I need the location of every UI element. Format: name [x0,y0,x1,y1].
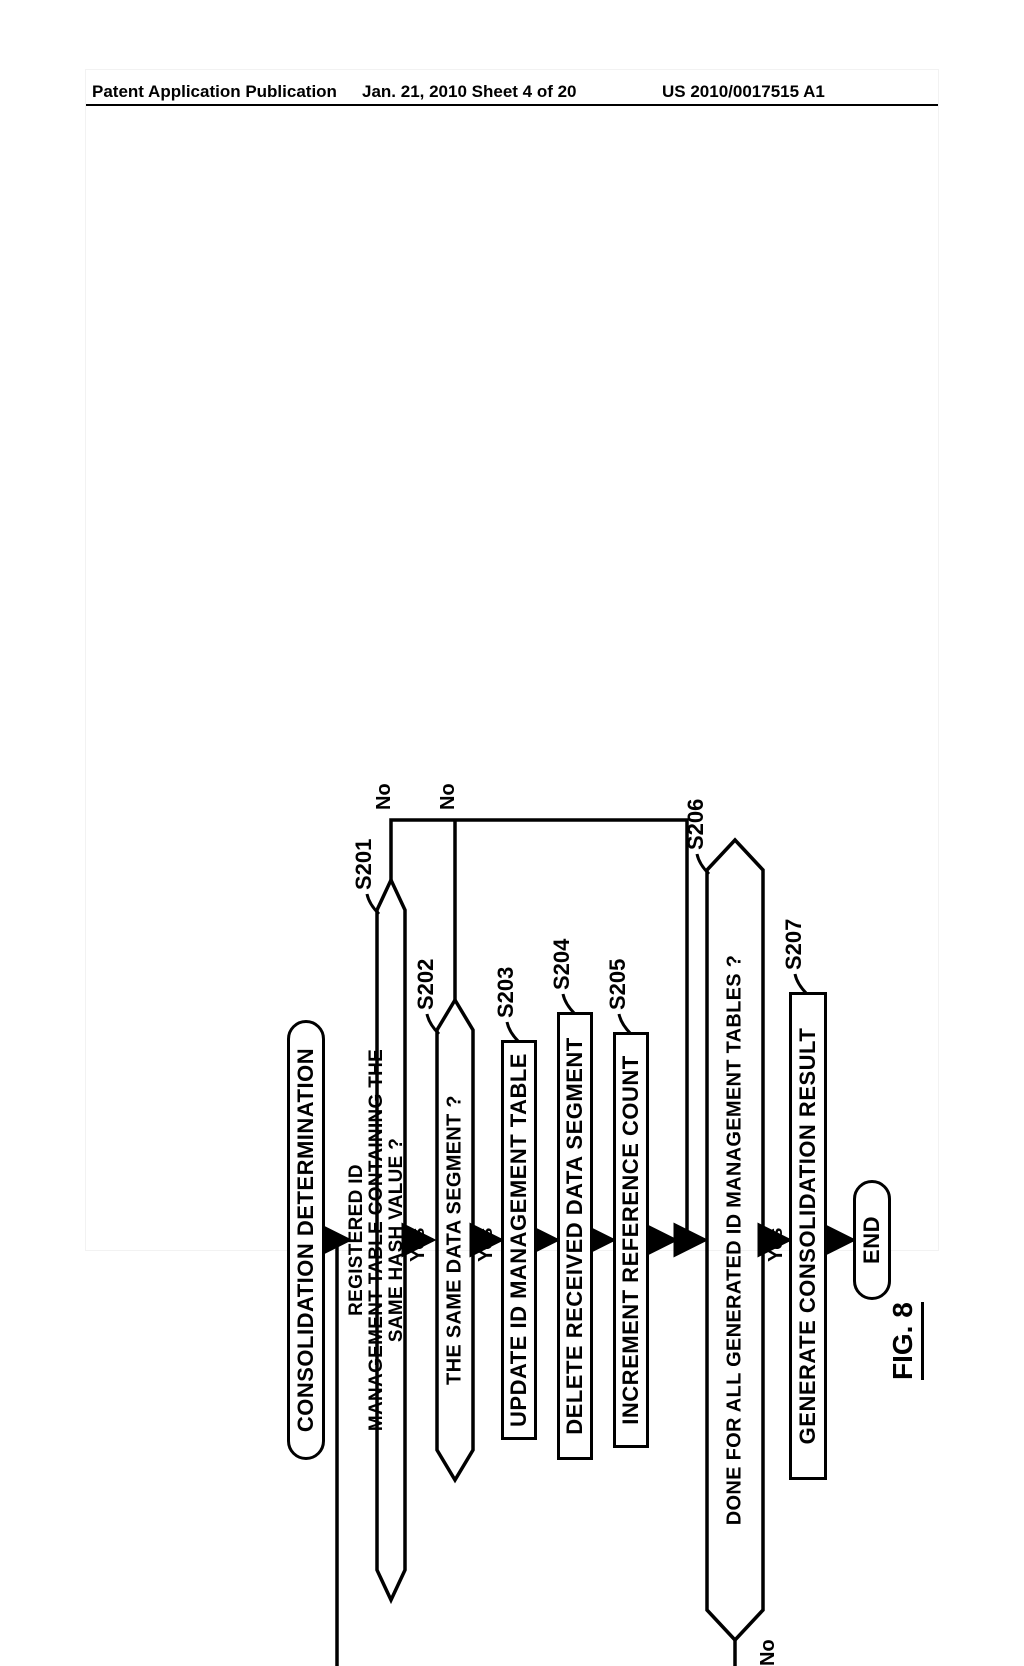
tag-s202: S202 [413,959,439,1010]
process-s205-text: INCREMENT REFERENCE COUNT [618,1055,644,1424]
process-s204: DELETE RECEIVED DATA SEGMENT [557,1012,593,1460]
terminal-start-text: CONSOLIDATION DETERMINATION [293,1048,319,1432]
header-center: Jan. 21, 2010 Sheet 4 of 20 [362,82,577,102]
decision-s206: DONE FOR ALL GENERATED ID MANAGEMENT TAB… [703,840,767,1640]
terminal-end: END [853,1180,891,1300]
tag-s203: S203 [493,967,519,1018]
d1-yes-label: Yes [407,1228,430,1262]
d3-yes-label: Yes [765,1228,788,1262]
header-left: Patent Application Publication [92,82,337,102]
d2-no-label: No [437,783,460,810]
figure-caption: FIG. 8 [887,1302,924,1380]
process-s204-text: DELETE RECEIVED DATA SEGMENT [562,1037,588,1434]
header-right: US 2010/0017515 A1 [662,82,825,102]
decision-s201-text: REGISTERED ID MANAGEMENT TABLE CONTAININ… [347,880,407,1600]
d3-no-label: No [757,1639,780,1666]
tag-s204: S204 [549,939,575,990]
header-rule [86,104,938,106]
tag-s205: S205 [605,959,631,1010]
tag-s207: S207 [781,919,807,970]
decision-s201: REGISTERED ID MANAGEMENT TABLE CONTAININ… [349,880,405,1600]
tag-s206: S206 [683,799,709,850]
d1-no-label: No [373,783,396,810]
tag-s201: S201 [351,839,377,890]
decision-s202: THE SAME DATA SEGMENT ? [433,1000,477,1480]
decision-s202-text: THE SAME DATA SEGMENT ? [445,1000,466,1480]
process-s203: UPDATE ID MANAGEMENT TABLE [501,1040,537,1440]
process-s207: GENERATE CONSOLIDATION RESULT [789,992,827,1480]
process-s207-text: GENERATE CONSOLIDATION RESULT [795,1028,821,1445]
process-s205: INCREMENT REFERENCE COUNT [613,1032,649,1448]
d2-yes-label: Yes [475,1228,498,1262]
process-s203-text: UPDATE ID MANAGEMENT TABLE [506,1053,532,1427]
flowchart-container: CONSOLIDATION DETERMINATION REGISTERED I… [607,610,927,1120]
decision-s206-text: DONE FOR ALL GENERATED ID MANAGEMENT TAB… [725,840,746,1640]
terminal-start: CONSOLIDATION DETERMINATION [287,1020,325,1460]
terminal-end-text: END [859,1216,885,1264]
